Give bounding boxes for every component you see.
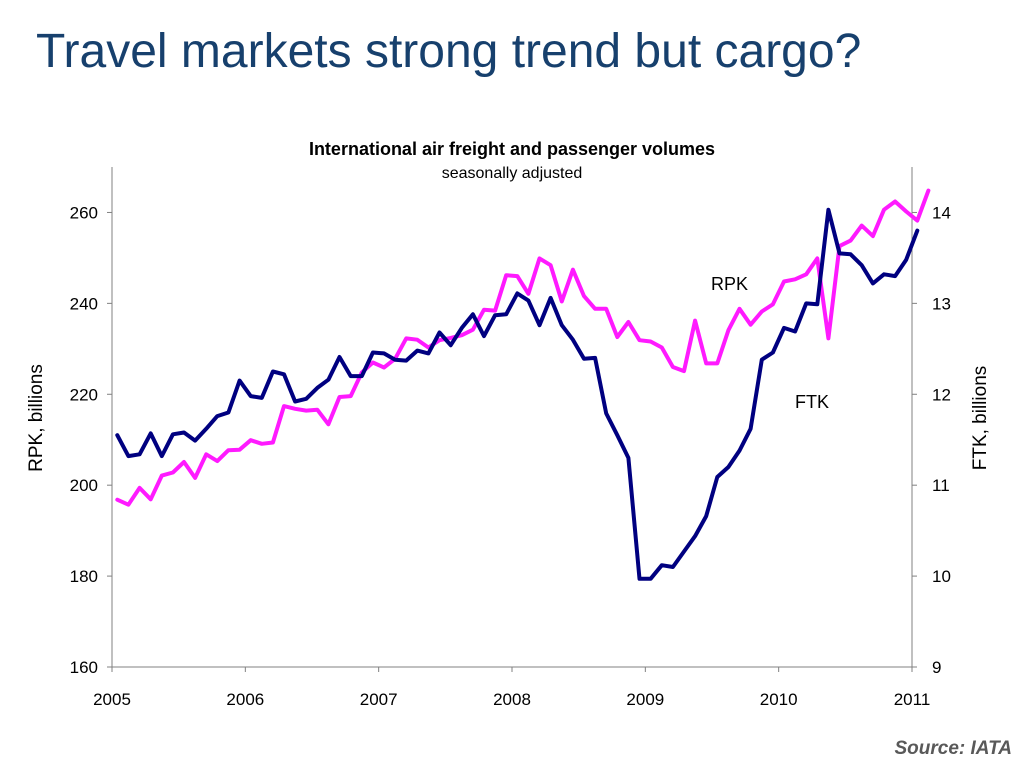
right-tick-label: 9: [932, 658, 941, 677]
chart-axes: 160 180 200 220 240 260 9 10 11 12 13 14 2005 2006 200…: [70, 167, 951, 709]
slide-title: Travel markets strong trend but cargo?: [36, 25, 862, 78]
left-tick-label: 220: [70, 385, 98, 404]
rpk-annotation: RPK: [711, 274, 748, 294]
chart-subtitle: seasonally adjusted: [441, 165, 583, 182]
x-tick-label: 2008: [493, 690, 531, 709]
right-tick-label: 12: [932, 385, 951, 404]
series-line-rpk: [115, 188, 931, 507]
source-note: Source: IATA: [894, 738, 1012, 759]
right-tick-label: 10: [932, 567, 951, 586]
x-tick-label: 2009: [626, 690, 664, 709]
x-tick-label: 2011: [894, 690, 931, 709]
left-tick-label: 260: [70, 203, 98, 222]
series-line-ftk: [115, 207, 920, 581]
left-tick-label: 240: [70, 294, 98, 313]
ftk-annotation: FTK: [795, 392, 829, 412]
right-tick-label: 14: [932, 203, 951, 222]
right-tick-label: 13: [932, 294, 951, 313]
chart-title: International air freight and passenger …: [308, 139, 716, 159]
x-tick-label: 2006: [226, 690, 264, 709]
x-tick-label: 2005: [93, 690, 131, 709]
right-axis-label: FTK, billions: [970, 366, 991, 471]
x-tick-label: 2010: [760, 690, 798, 709]
left-tick-label: 160: [70, 658, 98, 677]
left-axis-label: RPK, billions: [26, 364, 47, 472]
x-tick-label: 2007: [360, 690, 398, 709]
right-tick-label: 11: [932, 476, 950, 495]
chart-series: [115, 188, 931, 581]
left-tick-label: 200: [70, 476, 98, 495]
left-tick-label: 180: [70, 567, 98, 586]
